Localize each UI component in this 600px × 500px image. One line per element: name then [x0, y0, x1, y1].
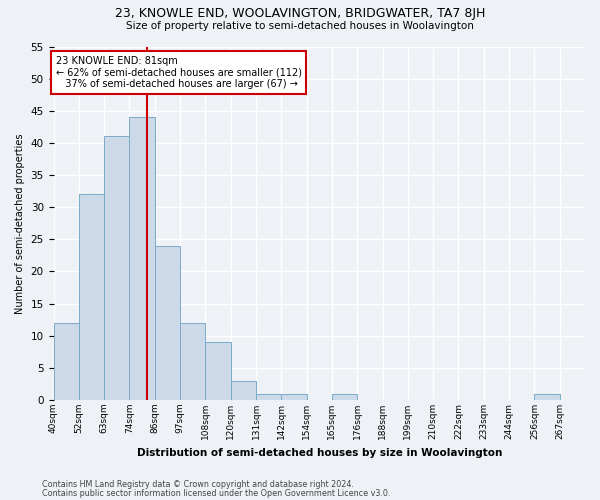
- Bar: [53, 323, 79, 400]
- Text: 23, KNOWLE END, WOOLAVINGTON, BRIDGWATER, TA7 8JH: 23, KNOWLE END, WOOLAVINGTON, BRIDGWATER…: [115, 8, 485, 20]
- Text: Contains public sector information licensed under the Open Government Licence v3: Contains public sector information licen…: [42, 488, 391, 498]
- Bar: [79, 194, 104, 400]
- Bar: [230, 380, 256, 400]
- Bar: [535, 394, 560, 400]
- Text: 23 KNOWLE END: 81sqm
← 62% of semi-detached houses are smaller (112)
   37% of s: 23 KNOWLE END: 81sqm ← 62% of semi-detac…: [56, 56, 302, 90]
- Bar: [205, 342, 230, 400]
- Bar: [130, 117, 155, 400]
- Y-axis label: Number of semi-detached properties: Number of semi-detached properties: [15, 133, 25, 314]
- Text: Contains HM Land Registry data © Crown copyright and database right 2024.: Contains HM Land Registry data © Crown c…: [42, 480, 354, 489]
- Bar: [256, 394, 281, 400]
- Bar: [332, 394, 357, 400]
- Bar: [180, 323, 205, 400]
- Bar: [281, 394, 307, 400]
- X-axis label: Distribution of semi-detached houses by size in Woolavington: Distribution of semi-detached houses by …: [137, 448, 502, 458]
- Text: Size of property relative to semi-detached houses in Woolavington: Size of property relative to semi-detach…: [126, 21, 474, 31]
- Bar: [104, 136, 130, 400]
- Bar: [155, 246, 180, 400]
